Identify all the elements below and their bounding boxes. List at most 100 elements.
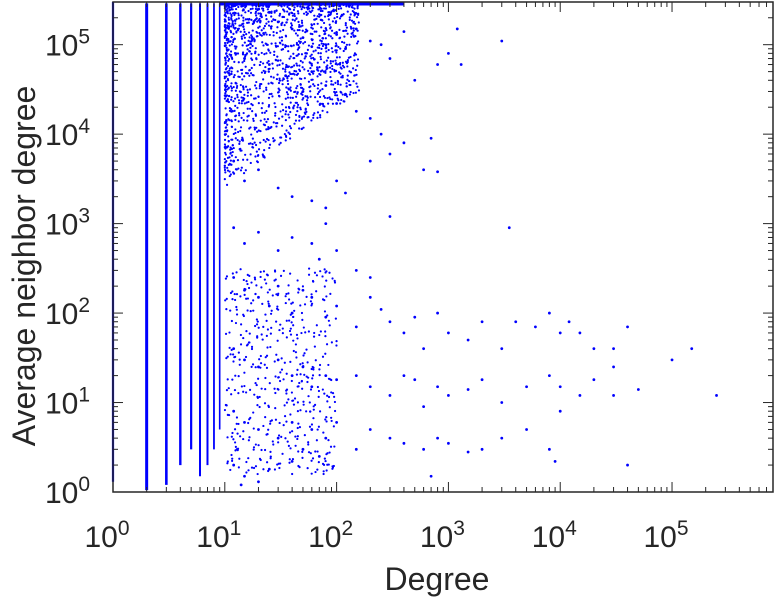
data-point [592,347,596,351]
cloud-point [321,44,325,48]
low-cloud-point [248,332,251,335]
cloud-point [255,57,258,61]
low-cloud-point [287,398,290,401]
cloud-point [338,56,341,59]
cloud-point [328,96,331,99]
low-cloud-point [226,436,229,439]
cloud-point [303,57,306,60]
cloud-point [223,138,227,142]
cloud-point [269,3,272,6]
cloud-point [236,93,239,96]
cloud-point [236,96,239,99]
cloud-point [356,64,359,67]
cloud-point [253,126,256,129]
low-cloud-point [288,458,291,461]
cloud-point [224,151,227,154]
cloud-point [248,127,251,130]
cloud-point [223,18,226,21]
cloud-point [282,28,285,32]
cloud-point [295,62,298,65]
low-cloud-point [321,298,325,301]
cloud-point [242,88,245,91]
low-cloud-point [289,327,292,330]
cloud-point [275,31,278,34]
cloud-point [276,91,280,94]
cloud-point [260,34,263,37]
data-point [284,74,288,78]
low-cloud-point [301,285,305,288]
cloud-point [233,45,236,48]
cloud-point [268,146,271,150]
cloud-point [239,129,242,133]
cloud-point [264,140,267,143]
x-tick-label: 103 [420,517,465,554]
low-cloud-point [270,309,273,312]
low-cloud-point [233,428,237,431]
low-cloud-point [235,422,238,425]
low-cloud-point [291,430,294,433]
low-cloud-point [273,468,277,471]
cloud-point [309,62,312,65]
cloud-point [284,110,288,113]
low-cloud-point [235,416,239,419]
cloud-point [281,8,285,11]
low-cloud-point [237,392,240,395]
low-cloud-point [325,416,328,419]
cloud-point [234,156,237,159]
low-cloud-point [329,292,332,295]
data-point [324,374,328,378]
cloud-point [342,29,345,33]
data-point [368,385,372,389]
cloud-point [284,46,287,49]
cloud-point [240,102,243,105]
cloud-point [234,7,238,11]
y-tick-label: 103 [45,205,90,242]
low-cloud-point [274,391,277,395]
cloud-point [304,112,307,116]
cloud-point [291,65,294,68]
cloud-point [230,56,233,59]
cloud-point [354,11,358,15]
data-point [310,242,314,245]
cloud-point [327,18,330,21]
low-cloud-point [309,410,312,413]
data-point [310,45,314,49]
low-cloud-point [277,376,280,379]
low-cloud-point [245,391,248,394]
low-cloud-point [262,424,265,428]
cloud-point [334,59,337,62]
cloud-point [356,29,359,32]
cloud-point [329,97,332,101]
low-cloud-point [289,272,292,275]
data-point [232,409,236,413]
low-cloud-point [304,331,307,334]
cloud-point [273,102,276,105]
cloud-point [345,62,349,65]
cloud-point [356,85,359,88]
low-cloud-point [256,320,259,323]
cloud-point [344,29,347,32]
data-point [335,33,339,36]
cloud-point [247,39,250,42]
low-cloud-point [285,389,288,392]
cloud-point [317,52,320,55]
cloud-point [244,6,247,9]
cloud-point [327,102,330,105]
cloud-point [345,95,349,98]
cloud-point [267,60,270,63]
low-cloud-point [258,358,261,361]
data-point [232,159,236,163]
data-point [344,47,347,51]
cloud-point [255,5,258,8]
cloud-point [293,69,296,73]
low-cloud-point [250,281,253,284]
cloud-point [348,16,351,19]
low-cloud-point [257,377,260,380]
low-cloud-point [317,425,320,428]
low-cloud-point [268,288,271,291]
cloud-point [244,85,248,88]
cloud-point [223,157,226,161]
cloud-point [325,68,328,71]
cloud-point [310,64,313,67]
cloud-point [295,70,298,73]
